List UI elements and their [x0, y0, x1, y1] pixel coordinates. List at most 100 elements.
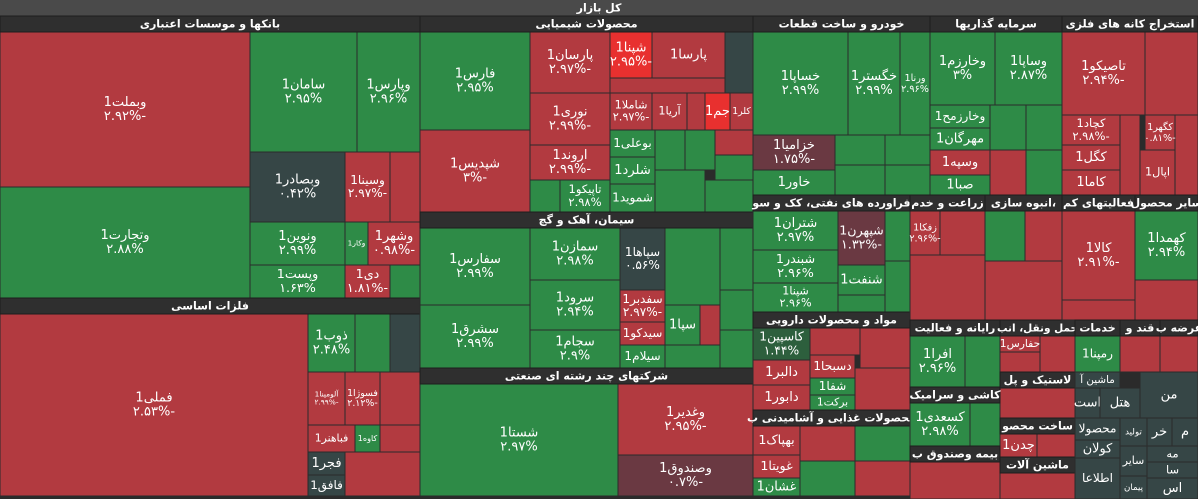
tile-name: چدن1 — [1002, 438, 1035, 453]
tile-name: دالبر1 — [765, 365, 798, 380]
tile-name: وپست1 — [277, 266, 319, 282]
tile-name: برکت1 — [817, 396, 848, 409]
tile — [609, 129, 656, 158]
tile-name: صبا1 — [946, 178, 973, 193]
filler-tile — [964, 335, 1001, 388]
tile-name: فارس1 — [455, 66, 496, 81]
filler-tile — [609, 77, 726, 94]
sector-title: سرمایه گذاریها — [955, 18, 1037, 31]
tile — [1119, 417, 1148, 447]
filler-tile — [1036, 433, 1076, 458]
tile — [752, 359, 811, 386]
filler-tile — [1144, 31, 1198, 116]
filler-tile — [704, 179, 754, 213]
filler-tile — [686, 92, 706, 131]
tile — [929, 149, 991, 176]
tile-name: سرود1 — [556, 290, 594, 305]
tile-change: -۲.۹۷% — [623, 305, 662, 319]
tile-name: وبصادر1 — [275, 172, 320, 187]
tile-change: ۲.۹۸% — [556, 254, 593, 269]
tile — [419, 129, 531, 213]
tile — [899, 31, 931, 136]
tile-change: -۲.۹۷% — [613, 111, 650, 124]
sector-header — [1159, 319, 1198, 337]
tile — [1134, 210, 1198, 281]
tile-name: فافق1 — [310, 478, 343, 493]
tile-name: خاور1 — [778, 175, 811, 190]
tile-change: -۲.۹۴% — [1082, 73, 1124, 88]
tile — [344, 151, 391, 223]
tile-name: شموید1 — [612, 191, 653, 206]
sector-title: کاشی و سرامیک — [910, 389, 1002, 402]
tile-name: مه — [1166, 447, 1178, 461]
sector-title: قند و — [1125, 322, 1155, 335]
filler-tile — [1119, 114, 1141, 196]
filler-tile — [799, 460, 856, 497]
sector-title: عرضه ب — [1156, 322, 1198, 335]
tile-name: پیمان — [1124, 483, 1144, 493]
tile-name: اطلاعا — [1082, 471, 1113, 485]
tile-name: غویتا1 — [760, 458, 793, 474]
tile-change: ۲.۹۸% — [568, 195, 601, 209]
tile-name: فجر1 — [311, 456, 341, 471]
tile-name: شپنا1 — [616, 40, 647, 55]
tile-change: ۲.۴۸% — [313, 343, 350, 358]
tile — [1061, 114, 1121, 146]
filler-tile — [389, 313, 421, 373]
tile-name: ماشین آ — [1079, 373, 1115, 386]
tile-change: -۲.۹۷% — [549, 62, 591, 77]
tile-change: -۲.۹۲% — [104, 109, 146, 124]
tile-name: اپال1 — [1145, 166, 1170, 179]
sector-title: سیمان، آهک و گچ — [539, 213, 635, 227]
tile — [1074, 457, 1121, 499]
tile-name: وخارزم1 — [939, 54, 986, 69]
tile-name: وغدیر1 — [666, 405, 705, 420]
tile-change: ۲.۹۷% — [777, 230, 814, 245]
tile — [529, 279, 621, 331]
filler-tile — [664, 344, 721, 369]
tile — [307, 474, 346, 497]
filler-tile — [884, 164, 931, 196]
tile-name: تولید — [1125, 428, 1142, 438]
market-bar — [0, 0, 1198, 16]
tile-name: رمپنا1 — [1082, 347, 1113, 362]
tile-name: کسعدی1 — [915, 410, 965, 425]
filler-tile — [854, 460, 911, 497]
sector-title: زراعت و خدم — [911, 197, 983, 210]
sector-title: خودرو و ساخت قطعات — [779, 18, 905, 31]
tile-change: -۲.۹۷% — [348, 186, 387, 200]
filler-tile — [344, 451, 421, 497]
tile — [752, 477, 801, 497]
tile-name: سپاها1 — [625, 245, 660, 259]
filler-tile — [909, 254, 986, 321]
tile-name: ونوین1 — [278, 229, 316, 244]
tile — [664, 304, 701, 346]
sector-title: بیمه وصندوق ب — [912, 448, 998, 461]
tile — [609, 156, 656, 185]
filler-tile — [984, 260, 1063, 321]
sector-header — [1061, 15, 1198, 33]
filler-tile — [379, 424, 421, 453]
tile-change: ۲.۹۹% — [782, 83, 819, 98]
tile-name: وسپه1 — [942, 155, 978, 170]
tile-change: ۲.۹۶% — [919, 361, 956, 376]
tile-change: -۰.۹۸% — [373, 243, 415, 258]
tile — [367, 221, 421, 266]
sector-title: سایر محصول — [1131, 197, 1198, 210]
tile-name: پارسان1 — [547, 48, 594, 63]
tile-change: -۲.۹۵% — [610, 55, 652, 70]
tile-name: زفکا1 — [913, 223, 937, 234]
tile-name: وخارزمح1 — [935, 109, 986, 124]
tile-name: شپنا1 — [782, 284, 809, 297]
tile-change: -۱.۷۵% — [773, 152, 815, 167]
tile-change: ۲.۹۹% — [279, 243, 316, 258]
tile-change: ۲.۹% — [560, 349, 590, 364]
tile-name: سامان1 — [282, 77, 326, 92]
tile-name: نوری1 — [552, 104, 587, 119]
tile-change: ۰.۴۲% — [279, 187, 316, 202]
tile-name: کچاد1 — [1077, 116, 1106, 130]
tile-name: اس — [1163, 481, 1182, 496]
tile — [249, 221, 346, 266]
market-title: کل بازار — [576, 2, 622, 15]
filler-tile — [719, 289, 754, 331]
